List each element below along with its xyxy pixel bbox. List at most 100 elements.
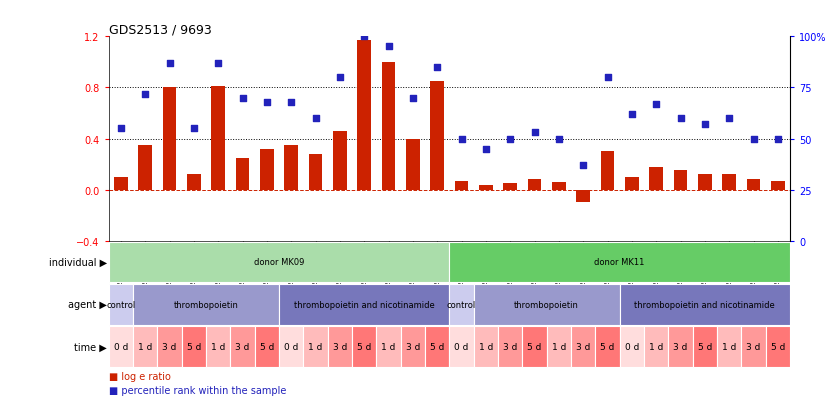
Bar bbox=[625, 178, 639, 190]
Point bbox=[431, 64, 444, 71]
Text: 3 d: 3 d bbox=[162, 342, 176, 351]
Bar bbox=[722, 175, 736, 190]
Text: donor MK09: donor MK09 bbox=[254, 258, 304, 267]
Text: 5 d: 5 d bbox=[528, 342, 542, 351]
Bar bbox=[206, 327, 231, 367]
Point bbox=[722, 116, 736, 122]
Bar bbox=[334, 131, 347, 190]
Bar bbox=[358, 41, 371, 190]
Bar bbox=[279, 284, 450, 325]
Bar bbox=[400, 327, 425, 367]
Bar bbox=[109, 242, 450, 282]
Bar bbox=[766, 327, 790, 367]
Bar bbox=[644, 327, 668, 367]
Bar bbox=[717, 327, 742, 367]
Text: 3 d: 3 d bbox=[747, 342, 761, 351]
Point bbox=[455, 136, 468, 142]
Text: 0 d: 0 d bbox=[114, 342, 128, 351]
Bar bbox=[528, 180, 541, 190]
Bar bbox=[577, 190, 590, 203]
Point bbox=[334, 75, 347, 81]
Bar bbox=[601, 152, 614, 190]
Bar bbox=[187, 175, 201, 190]
Text: 3 d: 3 d bbox=[235, 342, 250, 351]
Bar bbox=[498, 327, 522, 367]
Point bbox=[747, 136, 760, 142]
Bar bbox=[382, 63, 395, 190]
Bar bbox=[693, 327, 717, 367]
Text: 5 d: 5 d bbox=[698, 342, 712, 351]
Text: 1 d: 1 d bbox=[211, 342, 226, 351]
Bar bbox=[450, 242, 790, 282]
Bar bbox=[139, 145, 152, 190]
Point bbox=[139, 91, 152, 97]
Point bbox=[503, 136, 517, 142]
Bar bbox=[674, 171, 687, 190]
Bar bbox=[303, 327, 328, 367]
Text: 5 d: 5 d bbox=[186, 342, 201, 351]
Bar bbox=[450, 284, 474, 325]
Point bbox=[601, 75, 614, 81]
Point bbox=[115, 126, 128, 132]
Bar bbox=[181, 327, 206, 367]
Text: thrombopoietin and nicotinamide: thrombopoietin and nicotinamide bbox=[293, 300, 435, 309]
Bar bbox=[698, 175, 711, 190]
Text: 0 d: 0 d bbox=[624, 342, 639, 351]
Bar bbox=[742, 327, 766, 367]
Text: control: control bbox=[106, 300, 135, 309]
Point bbox=[771, 136, 784, 142]
Text: 5 d: 5 d bbox=[600, 342, 614, 351]
Text: 5 d: 5 d bbox=[357, 342, 371, 351]
Point bbox=[479, 146, 492, 153]
Bar bbox=[425, 327, 450, 367]
Text: 3 d: 3 d bbox=[405, 342, 420, 351]
Bar bbox=[450, 327, 474, 367]
Bar bbox=[133, 284, 279, 325]
Bar bbox=[479, 185, 492, 190]
Text: 3 d: 3 d bbox=[503, 342, 517, 351]
Text: thrombopoietin: thrombopoietin bbox=[514, 300, 579, 309]
Point bbox=[406, 95, 420, 102]
Text: 1 d: 1 d bbox=[552, 342, 566, 351]
Text: ■ log e ratio: ■ log e ratio bbox=[109, 371, 171, 381]
Text: thrombopoietin: thrombopoietin bbox=[174, 300, 238, 309]
Bar bbox=[133, 327, 157, 367]
Point bbox=[698, 121, 711, 128]
Bar bbox=[431, 82, 444, 190]
Point bbox=[650, 101, 663, 108]
Text: 5 d: 5 d bbox=[260, 342, 274, 351]
Bar bbox=[406, 139, 420, 190]
Point bbox=[260, 99, 273, 106]
Text: 3 d: 3 d bbox=[673, 342, 688, 351]
Text: 1 d: 1 d bbox=[381, 342, 395, 351]
Text: individual ▶: individual ▶ bbox=[48, 257, 107, 267]
Bar bbox=[163, 88, 176, 190]
Point bbox=[674, 116, 687, 122]
Point bbox=[236, 95, 249, 102]
Bar bbox=[619, 284, 790, 325]
Point bbox=[187, 126, 201, 132]
Text: 1 d: 1 d bbox=[649, 342, 664, 351]
Bar bbox=[255, 327, 279, 367]
Bar bbox=[231, 327, 255, 367]
Point bbox=[163, 60, 176, 67]
Text: time ▶: time ▶ bbox=[74, 342, 107, 352]
Text: 3 d: 3 d bbox=[576, 342, 590, 351]
Bar bbox=[668, 327, 693, 367]
Text: 0 d: 0 d bbox=[284, 342, 298, 351]
Text: 1 d: 1 d bbox=[308, 342, 323, 351]
Bar bbox=[455, 181, 468, 190]
Text: thrombopoietin and nicotinamide: thrombopoietin and nicotinamide bbox=[635, 300, 775, 309]
Point bbox=[212, 60, 225, 67]
Bar bbox=[595, 327, 619, 367]
Point bbox=[528, 130, 541, 136]
Bar bbox=[212, 87, 225, 190]
Point bbox=[308, 116, 322, 122]
Bar bbox=[474, 327, 498, 367]
Text: control: control bbox=[447, 300, 477, 309]
Bar bbox=[376, 327, 400, 367]
Bar bbox=[279, 327, 303, 367]
Bar bbox=[503, 184, 517, 190]
Bar bbox=[474, 284, 619, 325]
Bar bbox=[260, 150, 273, 190]
